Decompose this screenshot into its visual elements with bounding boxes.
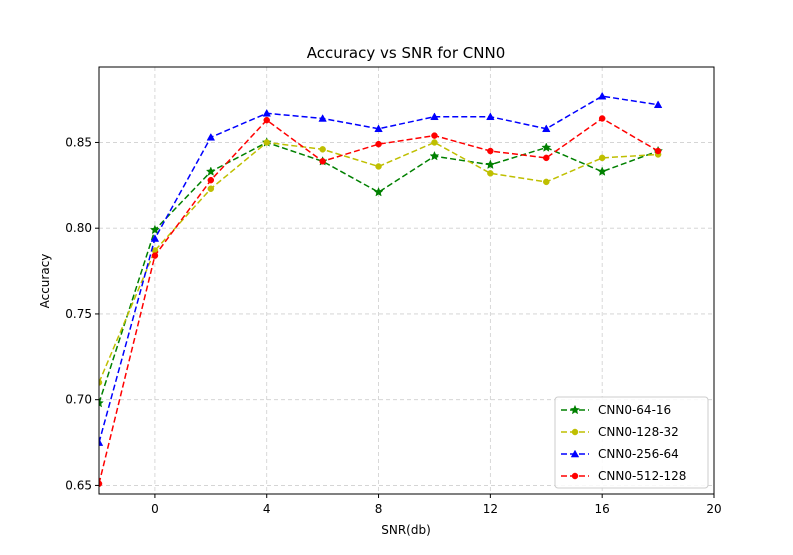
data-point — [541, 142, 552, 152]
data-point — [598, 154, 606, 162]
y-tick-label: 0.80 — [65, 221, 92, 235]
legend-item: CNN0-256-64 — [561, 447, 679, 461]
data-point — [319, 158, 326, 165]
data-point — [150, 234, 160, 242]
series-line — [99, 95, 659, 443]
data-point — [151, 252, 159, 259]
data-point — [597, 91, 607, 100]
data-point — [375, 140, 382, 148]
data-point — [485, 159, 496, 169]
legend-item: CNN0-128-32 — [561, 425, 679, 439]
data-point — [207, 176, 215, 184]
legend-marker — [570, 404, 580, 415]
legend-box — [554, 396, 709, 489]
series-3 — [99, 91, 663, 446]
data-point — [543, 178, 550, 186]
data-point — [99, 438, 104, 446]
data-point — [431, 132, 438, 139]
data-point — [487, 170, 494, 177]
x-tick-label: 4 — [263, 502, 271, 516]
data-point — [319, 146, 326, 153]
series-line — [99, 141, 659, 404]
data-point — [653, 100, 663, 109]
legend: CNN0-64-16 CNN0-128-32 CNN0-256-64 CNN0-512… — [554, 396, 709, 489]
data-point — [262, 108, 271, 117]
legend-marker — [570, 449, 580, 458]
data-point — [543, 154, 550, 162]
x-tick-label: 20 — [706, 502, 721, 516]
legend-item: CNN0-64-16 — [561, 403, 671, 417]
series-layer — [99, 91, 664, 487]
x-axis-label: SNR(db) — [381, 523, 431, 537]
x-tick-label: 8 — [375, 502, 383, 516]
data-point — [542, 124, 551, 133]
legend-marker — [571, 472, 579, 480]
legend-item: CNN0-512-128 — [561, 469, 686, 483]
y-tick-label: 0.65 — [65, 478, 92, 492]
data-point — [429, 150, 440, 161]
plot-frame — [98, 66, 715, 495]
x-tick-label: 0 — [151, 502, 159, 516]
data-point — [597, 166, 608, 176]
legend-label: CNN0-256-64 — [598, 447, 679, 461]
legend-label: CNN0-512-128 — [598, 469, 686, 483]
y-tick-label: 0.75 — [65, 307, 92, 321]
data-point — [99, 379, 103, 386]
series-line — [99, 141, 659, 383]
data-point — [487, 147, 494, 155]
data-point — [654, 147, 662, 155]
data-point — [99, 480, 103, 487]
data-point — [149, 224, 160, 235]
data-point — [375, 163, 382, 170]
data-point — [99, 397, 104, 408]
data-point — [486, 112, 495, 121]
data-point — [374, 124, 383, 133]
legend-label: CNN0-64-16 — [598, 403, 671, 417]
legend-marker — [571, 428, 579, 436]
data-point — [318, 114, 327, 122]
data-point — [207, 185, 215, 193]
chart-title: Accuracy vs SNR for CNN0 — [307, 44, 506, 62]
data-point — [373, 186, 384, 197]
data-point — [206, 132, 216, 141]
x-tick-label: 16 — [595, 502, 610, 516]
series-4 — [99, 115, 662, 487]
data-point — [263, 139, 270, 146]
data-point — [431, 139, 438, 146]
data-point — [205, 166, 216, 176]
data-point — [430, 112, 439, 121]
y-tick-label: 0.70 — [65, 393, 92, 407]
y-axis-label: Accuracy — [38, 254, 52, 309]
series-line — [99, 117, 659, 484]
x-tick-label: 12 — [483, 502, 498, 516]
legend-label: CNN0-128-32 — [598, 425, 679, 439]
y-tick-label: 0.85 — [65, 135, 92, 149]
series-2 — [99, 139, 662, 386]
data-point — [263, 116, 270, 124]
data-point — [598, 115, 606, 122]
axis-ticks: 0 4 8 12 16 20 0.65 0.70 0.75 0.80 0.85 — [65, 135, 721, 516]
